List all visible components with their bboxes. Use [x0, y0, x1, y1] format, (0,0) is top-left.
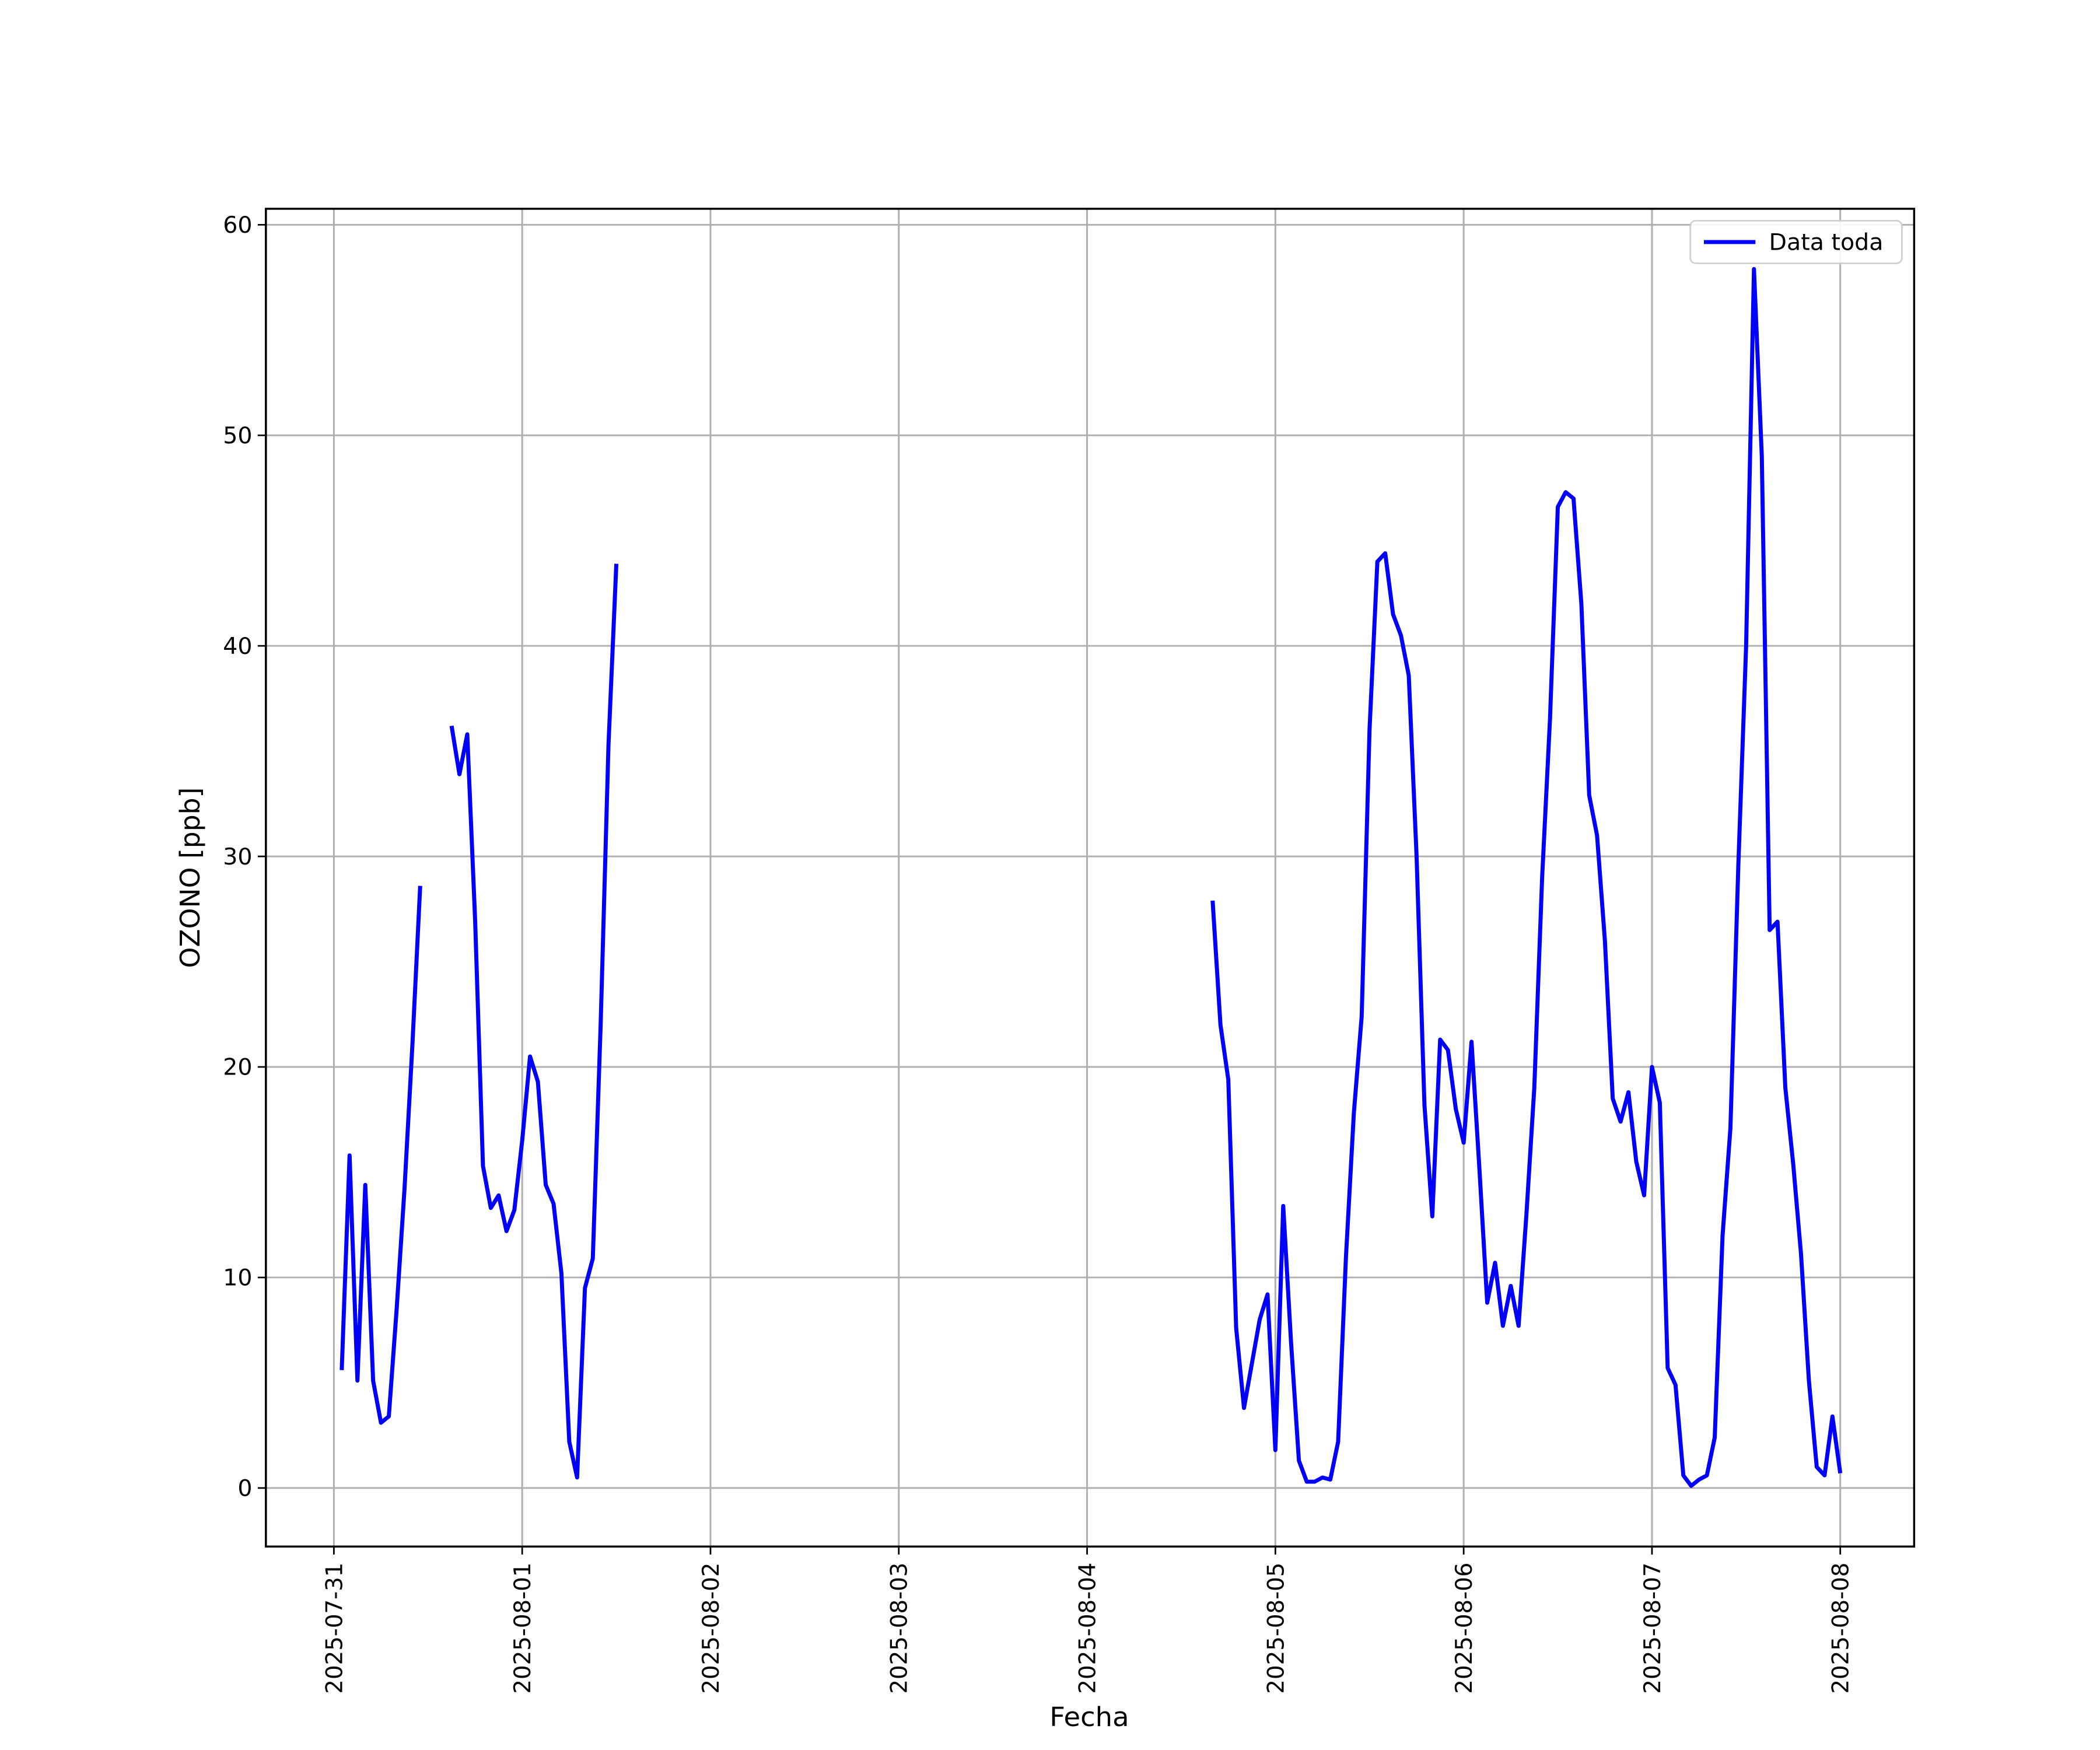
y-tick-label: 40 [223, 634, 252, 660]
plot-frame [265, 208, 1916, 1548]
y-tick-label: 20 [223, 1055, 252, 1081]
y-tick-label: 50 [223, 423, 252, 449]
x-tick-label: 2025-08-03 [886, 1563, 912, 1694]
x-tick-label: 2025-07-31 [321, 1563, 348, 1694]
x-tick-label: 2025-08-05 [1263, 1563, 1289, 1694]
x-tick-label: 2025-08-06 [1451, 1563, 1478, 1694]
x-tick-label: 2025-08-02 [698, 1563, 724, 1694]
x-tick-label: 2025-08-08 [1828, 1563, 1854, 1694]
legend-label: Data toda [1769, 230, 1884, 256]
y-tick-label: 60 [223, 212, 252, 239]
x-tick-label: 2025-08-01 [510, 1563, 536, 1694]
data-line [340, 267, 1843, 1488]
x-tick-label: 2025-08-07 [1640, 1563, 1666, 1694]
y-tick-label: 0 [237, 1476, 252, 1502]
y-tick-label: 10 [223, 1265, 252, 1292]
x-axis-label: Fecha [1049, 1701, 1129, 1732]
y-tick-label: 30 [223, 844, 252, 870]
x-tick-label: 2025-08-04 [1074, 1563, 1101, 1694]
legend-box [1689, 220, 1903, 264]
y-axis-label: OZONO [ppb] [174, 788, 206, 968]
